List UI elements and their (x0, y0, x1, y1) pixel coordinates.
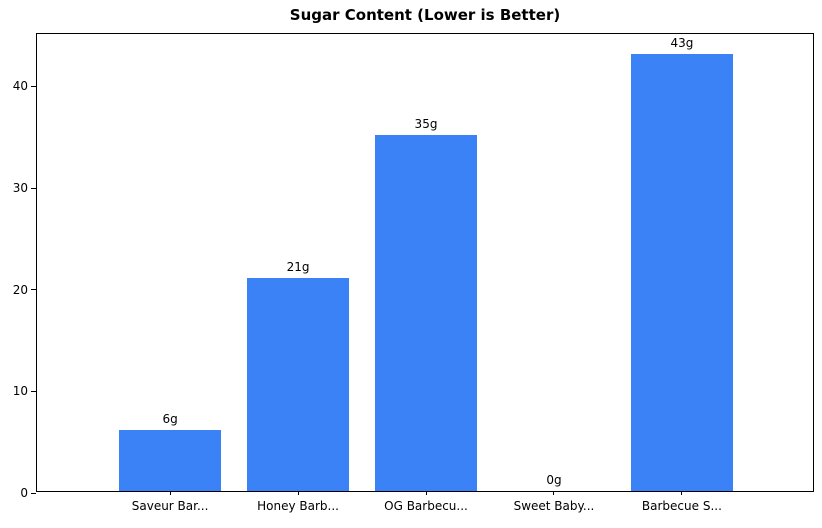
chart-title: Sugar Content (Lower is Better) (289, 6, 561, 24)
x-tick-mark (169, 491, 171, 495)
y-tick-label: 30 (12, 181, 28, 196)
bar-value-label: 0g (546, 473, 562, 487)
bar (630, 53, 734, 491)
bar-value-label: 35g (414, 117, 438, 132)
x-tick-label: Sweet Baby... (513, 499, 595, 513)
bar (374, 135, 478, 491)
bar-value-label: 43g (670, 35, 694, 50)
bar-value-label: 21g (286, 259, 310, 274)
x-tick-mark (553, 491, 555, 495)
y-tick-label: 40 (12, 79, 28, 94)
x-tick-mark (681, 491, 683, 495)
y-tick-mark (31, 187, 36, 189)
y-tick-label: 0 (20, 486, 28, 500)
x-tick-label: Barbecue S... (641, 499, 722, 513)
x-tick-label: Saveur Bar... (131, 499, 209, 513)
y-tick-mark (31, 85, 36, 87)
x-tick-label: OG Barbecu... (384, 499, 468, 513)
x-tick-label: Honey Barb... (257, 499, 339, 513)
plot-area: 0 10 20 30 40 6g Saveur Bar... 21g Honey Barb...… (13, 33, 814, 512)
y-tick-mark (31, 390, 36, 392)
bar-value-label: 6g (162, 412, 178, 427)
y-tick-label: 20 (12, 282, 28, 297)
x-tick-mark (425, 491, 427, 495)
bar (246, 277, 350, 491)
y-tick-mark (31, 289, 36, 291)
x-tick-mark (297, 491, 299, 495)
y-tick-mark (31, 492, 36, 494)
bar (118, 430, 222, 491)
y-tick-label: 10 (12, 384, 28, 399)
